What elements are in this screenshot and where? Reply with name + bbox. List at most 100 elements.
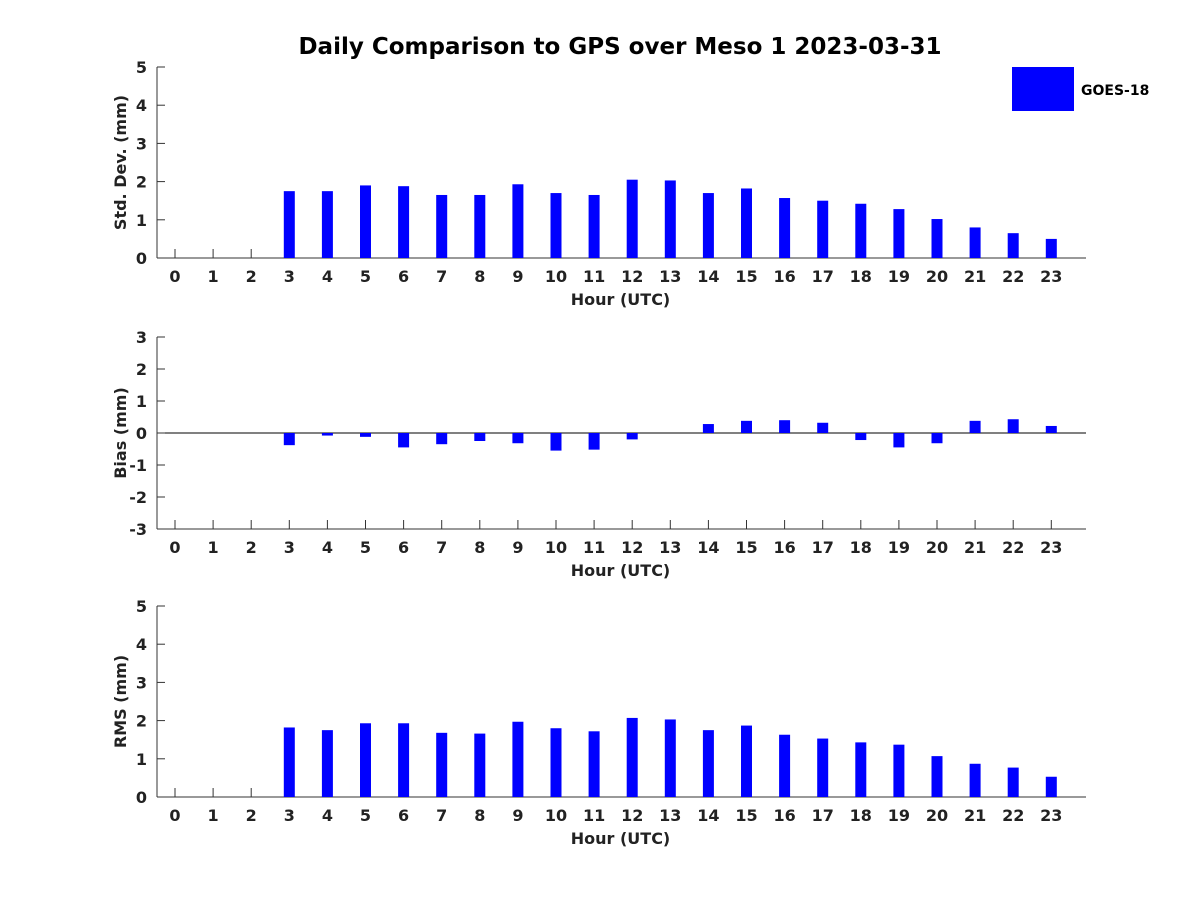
x-tick-label: 6 [398, 267, 409, 286]
x-tick-label: 8 [474, 806, 485, 825]
x-tick-label: 15 [735, 538, 757, 557]
bar-hour-15 [741, 188, 752, 258]
x-tick-label: 9 [512, 806, 523, 825]
x-tick-label: 15 [735, 806, 757, 825]
bar-hour-19 [893, 209, 905, 258]
bar-hour-5 [360, 185, 371, 258]
bar-hour-7 [436, 433, 448, 445]
bar-hour-14 [702, 424, 714, 433]
y-tick-label: 1 [136, 211, 147, 230]
bar-hour-23 [1045, 776, 1057, 797]
x-tick-label: 17 [812, 267, 834, 286]
bar-hour-8 [474, 194, 486, 258]
x-tick-label: 8 [474, 538, 485, 557]
bar-hour-8 [474, 433, 486, 441]
x-tick-label: 2 [246, 538, 257, 557]
x-tick-label: 18 [850, 538, 872, 557]
bar-hour-6 [398, 433, 410, 448]
x-tick-label: 3 [284, 538, 295, 557]
x-tick-label: 5 [360, 267, 371, 286]
x-tick-label: 0 [169, 267, 180, 286]
x-tick-label: 17 [812, 538, 834, 557]
x-tick-label: 15 [735, 267, 757, 286]
bar-hour-9 [512, 721, 524, 797]
x-tick-label: 21 [964, 267, 986, 286]
y-tick-label: 0 [136, 249, 147, 268]
x-tick-label: 4 [322, 538, 333, 557]
y-axis-label: RMS (mm) [111, 655, 130, 748]
x-tick-label: 5 [360, 538, 371, 557]
bar-hour-22 [1007, 767, 1019, 797]
bar-hour-4 [321, 433, 333, 436]
x-tick-label: 2 [246, 806, 257, 825]
legend: GOES-18 [1012, 67, 1149, 111]
x-tick-label: 13 [659, 806, 681, 825]
y-tick-label: 2 [136, 173, 147, 192]
x-tick-label: 23 [1040, 267, 1062, 286]
x-tick-label: 21 [964, 538, 986, 557]
x-tick-label: 19 [888, 806, 910, 825]
x-tick-label: 7 [436, 806, 447, 825]
x-tick-label: 10 [545, 267, 567, 286]
x-tick-label: 23 [1040, 806, 1062, 825]
bar-hour-17 [817, 422, 829, 433]
x-tick-label: 4 [322, 267, 333, 286]
bar-hour-12 [626, 179, 638, 258]
bar-hour-15 [741, 725, 752, 797]
bar-hour-9 [512, 184, 524, 258]
y-tick-label: 3 [136, 328, 147, 347]
bar-hour-19 [893, 433, 905, 448]
bar-hour-4 [321, 730, 333, 797]
x-tick-label: 10 [545, 538, 567, 557]
x-tick-label: 8 [474, 267, 485, 286]
x-axis-label: Hour (UTC) [571, 290, 671, 309]
x-tick-label: 16 [773, 538, 795, 557]
y-tick-label: 4 [136, 96, 147, 115]
x-tick-label: 18 [850, 267, 872, 286]
bar-hour-21 [969, 763, 981, 797]
x-axis-label: Hour (UTC) [571, 561, 671, 580]
legend-swatch-goes-18 [1012, 67, 1074, 111]
bar-hour-15 [741, 420, 752, 433]
x-tick-label: 16 [773, 267, 795, 286]
x-tick-label: 4 [322, 806, 333, 825]
bar-hour-5 [360, 723, 371, 797]
bar-hour-20 [931, 756, 943, 797]
bar-hour-3 [283, 727, 295, 797]
x-tick-label: 6 [398, 538, 409, 557]
bar-hour-12 [626, 433, 638, 440]
x-tick-label: 16 [773, 806, 795, 825]
x-tick-label: 9 [512, 538, 523, 557]
bar-hour-19 [893, 744, 905, 797]
x-tick-label: 20 [926, 267, 948, 286]
figure-title: Daily Comparison to GPS over Meso 1 2023… [298, 34, 941, 60]
bar-hour-16 [779, 198, 791, 258]
y-tick-label: -3 [129, 520, 147, 539]
bar-hour-10 [550, 728, 562, 797]
bar-hour-5 [360, 433, 371, 437]
x-tick-label: 19 [888, 538, 910, 557]
bar-hour-6 [398, 186, 410, 258]
bar-hour-22 [1007, 233, 1019, 258]
x-tick-label: 12 [621, 538, 643, 557]
bar-hour-20 [931, 433, 943, 444]
bar-hour-23 [1045, 425, 1057, 433]
y-tick-label: 1 [136, 750, 147, 769]
bar-hour-22 [1007, 419, 1019, 433]
x-tick-label: 23 [1040, 538, 1062, 557]
bar-hour-7 [436, 732, 448, 797]
y-tick-label: -1 [129, 456, 147, 475]
x-tick-label: 1 [208, 267, 219, 286]
y-tick-label: 2 [136, 360, 147, 379]
legend-label-goes-18: GOES-18 [1081, 83, 1149, 99]
bar-hour-21 [969, 420, 981, 433]
bar-hour-18 [855, 433, 867, 441]
bar-hour-13 [664, 180, 676, 258]
y-tick-label: 3 [136, 134, 147, 153]
x-tick-label: 13 [659, 538, 681, 557]
x-tick-label: 9 [512, 267, 523, 286]
x-tick-label: 1 [208, 806, 219, 825]
